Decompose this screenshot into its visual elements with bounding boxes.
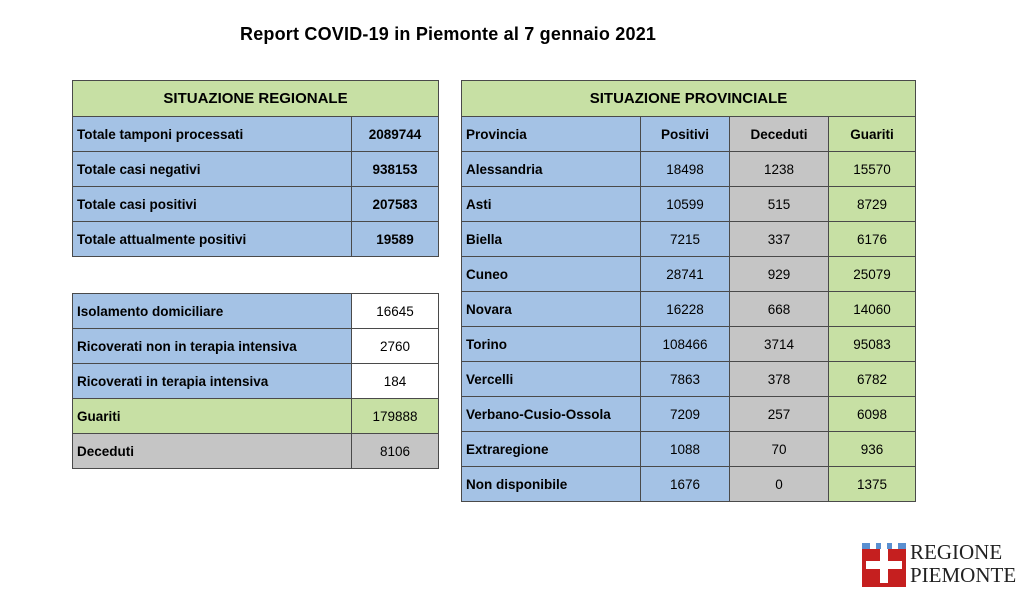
guariti-cell: 6176: [828, 221, 916, 257]
guariti-cell: 1375: [828, 466, 916, 502]
table-row: Totale casi negativi 938153: [72, 151, 439, 187]
positivi-cell: 1676: [640, 466, 730, 502]
deceduti-cell: 515: [729, 186, 829, 222]
provincial-header: SITUAZIONE PROVINCIALE: [461, 80, 916, 117]
row-label: Totale casi negativi: [72, 151, 352, 187]
provincia-cell: Extraregione: [461, 431, 641, 467]
table-row: Deceduti 8106: [72, 433, 439, 469]
row-label: Guariti: [72, 398, 352, 434]
table-row: Vercelli 7863 378 6782: [461, 361, 916, 397]
positivi-cell: 10599: [640, 186, 730, 222]
column-header: Deceduti: [729, 116, 829, 152]
column-header-row: Provincia Positivi Deceduti Guariti: [461, 116, 916, 152]
table-row: Non disponibile 1676 0 1375: [461, 466, 916, 502]
provincia-cell: Verbano-Cusio-Ossola: [461, 396, 641, 432]
table-row: Totale attualmente positivi 19589: [72, 221, 439, 257]
table-row: Torino 108466 3714 95083: [461, 326, 916, 362]
regional-summary-table: SITUAZIONE REGIONALE Totale tamponi proc…: [72, 80, 439, 257]
table-row: Ricoverati non in terapia intensiva 2760: [72, 328, 439, 364]
deceduti-cell: 668: [729, 291, 829, 327]
table-row: Verbano-Cusio-Ossola 7209 257 6098: [461, 396, 916, 432]
provincia-cell: Cuneo: [461, 256, 641, 292]
deceduti-cell: 3714: [729, 326, 829, 362]
positivi-cell: 7863: [640, 361, 730, 397]
provincia-cell: Novara: [461, 291, 641, 327]
row-value: 8106: [351, 433, 439, 469]
table-row: Totale casi positivi 207583: [72, 186, 439, 222]
table-row: Asti 10599 515 8729: [461, 186, 916, 222]
deceduti-cell: 378: [729, 361, 829, 397]
table-row: Isolamento domiciliare 16645: [72, 293, 439, 329]
row-label: Ricoverati in terapia intensiva: [72, 363, 352, 399]
guariti-cell: 8729: [828, 186, 916, 222]
row-label: Deceduti: [72, 433, 352, 469]
logo-text: REGIONE PIEMONTE: [910, 541, 1016, 587]
guariti-cell: 936: [828, 431, 916, 467]
provincial-table: SITUAZIONE PROVINCIALE Provincia Positiv…: [461, 80, 916, 502]
table-row: Totale tamponi processati 2089744: [72, 116, 439, 152]
table-row: Cuneo 28741 929 25079: [461, 256, 916, 292]
table-row: Novara 16228 668 14060: [461, 291, 916, 327]
row-value: 179888: [351, 398, 439, 434]
regional-header: SITUAZIONE REGIONALE: [72, 80, 439, 117]
table-row: Biella 7215 337 6176: [461, 221, 916, 257]
regione-piemonte-logo: REGIONE PIEMONTE: [862, 541, 1016, 591]
row-value: 16645: [351, 293, 439, 329]
column-header: Provincia: [461, 116, 641, 152]
row-value: 938153: [351, 151, 439, 187]
table-row: Extraregione 1088 70 936: [461, 431, 916, 467]
row-value: 2089744: [351, 116, 439, 152]
provincia-cell: Asti: [461, 186, 641, 222]
positivi-cell: 28741: [640, 256, 730, 292]
provincia-cell: Biella: [461, 221, 641, 257]
piemonte-emblem-icon: [862, 543, 906, 587]
provincia-cell: Non disponibile: [461, 466, 641, 502]
row-value: 207583: [351, 186, 439, 222]
positivi-cell: 16228: [640, 291, 730, 327]
table-row: Ricoverati in terapia intensiva 184: [72, 363, 439, 399]
deceduti-cell: 70: [729, 431, 829, 467]
provincia-cell: Torino: [461, 326, 641, 362]
page-title: Report COVID-19 in Piemonte al 7 gennaio…: [240, 24, 657, 44]
row-value: 19589: [351, 221, 439, 257]
guariti-cell: 15570: [828, 151, 916, 187]
row-label: Isolamento domiciliare: [72, 293, 352, 329]
row-value: 2760: [351, 328, 439, 364]
row-label: Totale casi positivi: [72, 186, 352, 222]
deceduti-cell: 1238: [729, 151, 829, 187]
table-row: Alessandria 18498 1238 15570: [461, 151, 916, 187]
logo-line2: PIEMONTE: [910, 563, 1017, 587]
row-label: Totale tamponi processati: [72, 116, 352, 152]
column-header: Guariti: [828, 116, 916, 152]
positivi-cell: 108466: [640, 326, 730, 362]
deceduti-cell: 0: [729, 466, 829, 502]
row-label: Ricoverati non in terapia intensiva: [72, 328, 352, 364]
guariti-cell: 95083: [828, 326, 916, 362]
guariti-cell: 6782: [828, 361, 916, 397]
column-header: Positivi: [640, 116, 730, 152]
guariti-cell: 14060: [828, 291, 916, 327]
logo-line1: REGIONE: [910, 540, 1003, 564]
positivi-cell: 18498: [640, 151, 730, 187]
deceduti-cell: 929: [729, 256, 829, 292]
positivi-cell: 7209: [640, 396, 730, 432]
row-label: Totale attualmente positivi: [72, 221, 352, 257]
positivi-cell: 1088: [640, 431, 730, 467]
deceduti-cell: 257: [729, 396, 829, 432]
row-value: 184: [351, 363, 439, 399]
regional-detail-table: Isolamento domiciliare 16645 Ricoverati …: [72, 293, 439, 469]
deceduti-cell: 337: [729, 221, 829, 257]
provincia-cell: Vercelli: [461, 361, 641, 397]
table-row: Guariti 179888: [72, 398, 439, 434]
provincia-cell: Alessandria: [461, 151, 641, 187]
positivi-cell: 7215: [640, 221, 730, 257]
guariti-cell: 6098: [828, 396, 916, 432]
guariti-cell: 25079: [828, 256, 916, 292]
